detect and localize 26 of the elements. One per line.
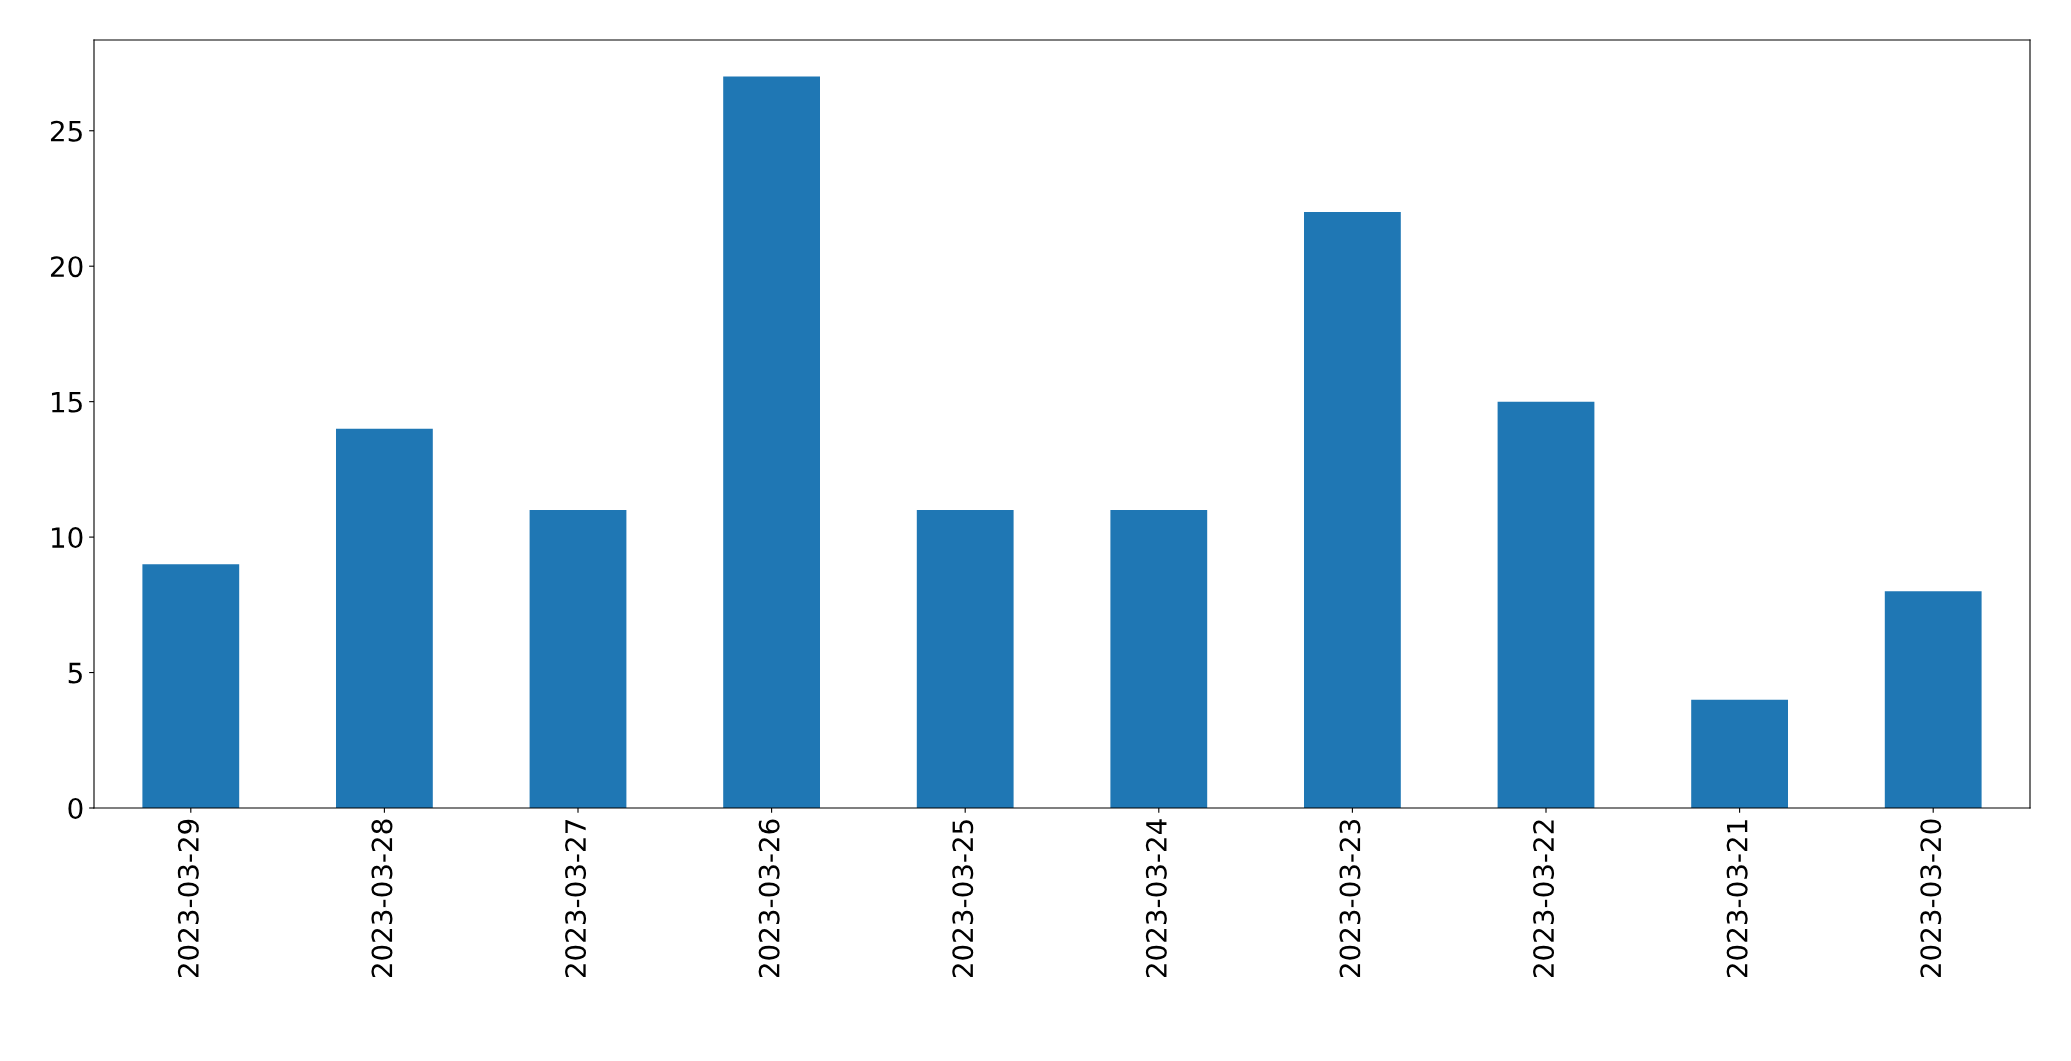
x-tick-label: 2023-03-23 — [1339, 819, 1361, 978]
x-tick-label: 2023-03-27 — [565, 820, 587, 978]
bar — [723, 76, 820, 808]
bar — [1304, 212, 1401, 808]
x-tick-label: 2023-03-21 — [1726, 820, 1748, 978]
bar — [1884, 591, 1982, 808]
x-tick-label: 2023-03-29 — [177, 819, 199, 978]
x-tick-label: 2023-03-25 — [952, 820, 974, 978]
x-tick-label: 2023-03-26 — [758, 819, 780, 978]
y-tick-label: 0 — [68, 797, 83, 819]
bar — [336, 428, 433, 808]
y-tick-label: 25 — [50, 120, 82, 142]
bar — [1110, 510, 1208, 808]
x-tick-label: 2023-03-22 — [1533, 820, 1555, 978]
x-tick-label: 2023-03-20 — [1920, 819, 1942, 978]
x-tick-label: 2023-03-28 — [371, 819, 393, 978]
bar — [916, 510, 1014, 808]
bar — [1497, 401, 1595, 808]
y-tick-label: 20 — [50, 256, 83, 278]
y-tick-label: 15 — [51, 391, 82, 413]
bar — [529, 510, 627, 808]
y-tick-label: 5 — [68, 662, 82, 684]
bar — [142, 564, 240, 808]
x-tick-label: 2023-03-24 — [1145, 819, 1167, 978]
y-tick-label: 10 — [51, 527, 83, 549]
bar — [1691, 699, 1788, 808]
